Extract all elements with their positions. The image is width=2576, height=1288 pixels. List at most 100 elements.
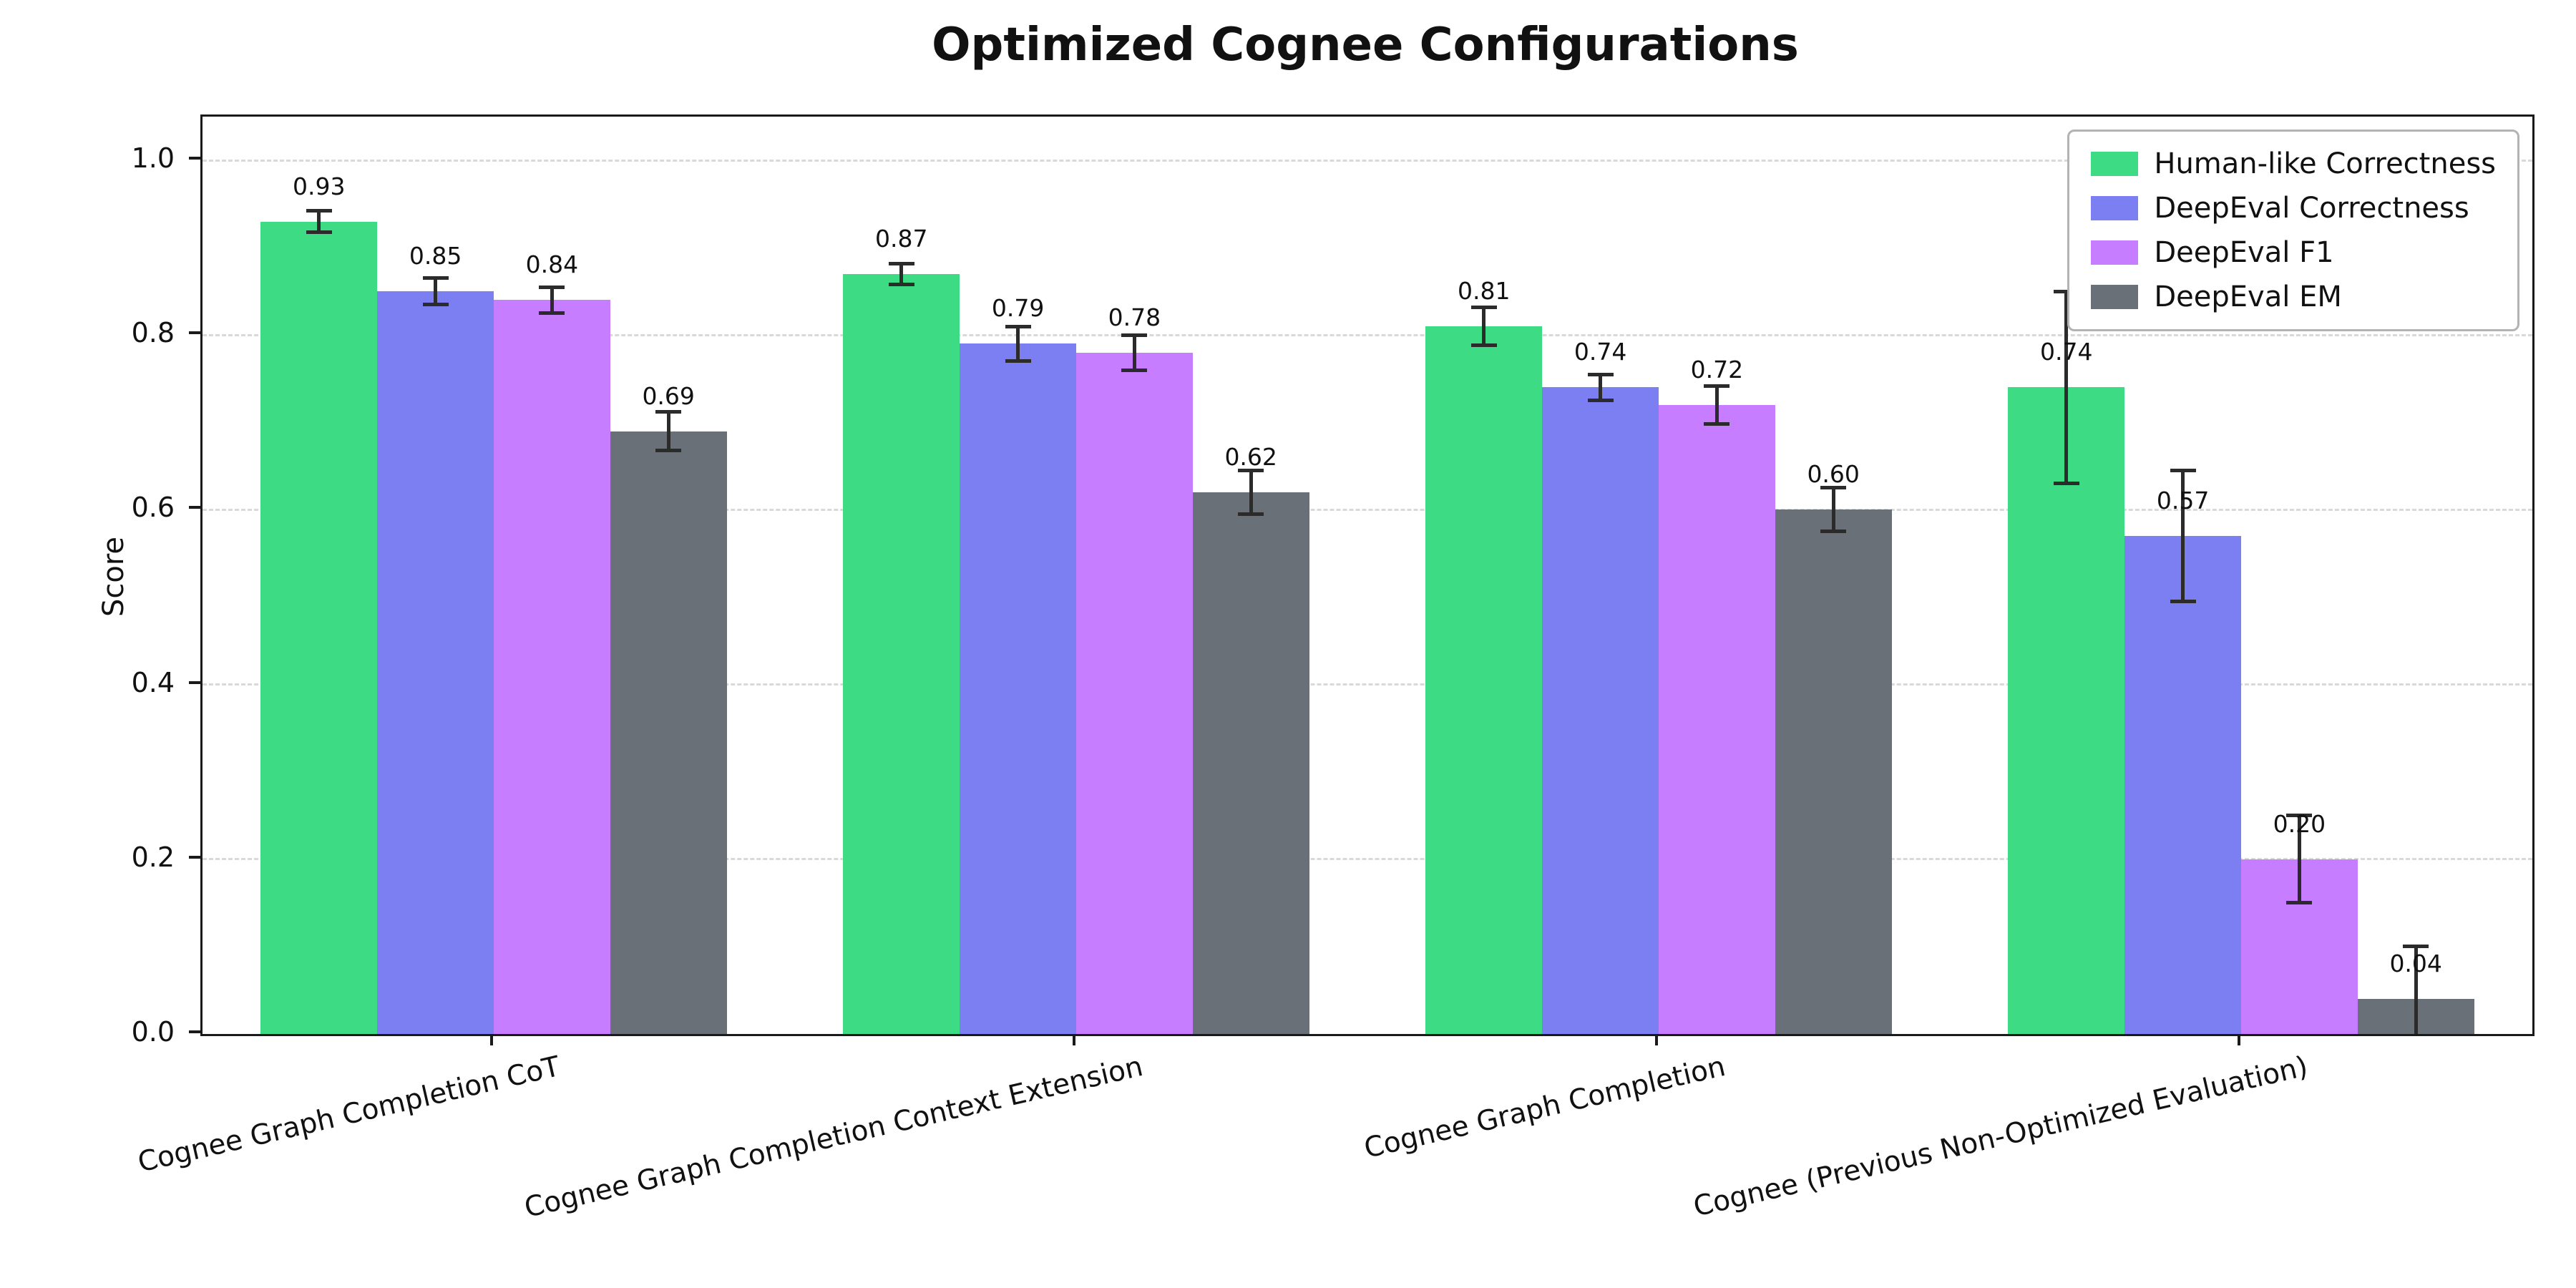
error-bar-cap (539, 285, 565, 289)
bar-value-label: 0.78 (1108, 303, 1161, 331)
legend: Human-like Correctness DeepEval Correctne… (2067, 130, 2519, 331)
error-bar-line (1016, 326, 1020, 361)
legend-label: Human-like Correctness (2154, 147, 2496, 180)
legend-label: DeepEval EM (2154, 280, 2342, 313)
y-tick-label: 0.8 (131, 317, 175, 349)
x-tick-mark (490, 1034, 493, 1045)
bar-value-label: 0.72 (1690, 355, 1744, 384)
x-tick-label-text: Cognee Graph Completion (1360, 1050, 1729, 1166)
error-bar-line (1132, 335, 1136, 371)
error-bar-cap (422, 303, 449, 306)
error-bar-cap (655, 448, 682, 452)
bar-value-label: 0.93 (293, 172, 346, 200)
error-bar-cap (2170, 600, 2196, 604)
bar (377, 291, 494, 1034)
legend-label: DeepEval Correctness (2154, 192, 2469, 225)
y-tick-mark (189, 1030, 200, 1033)
bar (2008, 387, 2125, 1034)
error-bar-cap (2170, 468, 2196, 472)
gridline (203, 858, 2532, 861)
error-bar-cap (1587, 399, 1614, 403)
error-bar-cap (1820, 530, 1847, 534)
bar (1659, 404, 1775, 1034)
error-bar-cap (2053, 289, 2079, 293)
bar (260, 221, 378, 1034)
error-bar-cap (655, 410, 682, 414)
bar-value-label: 0.60 (1807, 460, 1860, 489)
error-bar-line (899, 263, 904, 285)
error-bar-line (434, 278, 438, 305)
error-bar-line (2297, 815, 2301, 903)
error-bar-line (2414, 946, 2418, 1034)
x-tick-label-text: Cognee Graph Completion Context Extensio… (521, 1050, 1146, 1225)
error-bar-line (317, 210, 321, 233)
bar-value-label: 0.20 (2273, 809, 2326, 838)
bar-value-label: 0.85 (409, 242, 462, 270)
bar (2124, 536, 2241, 1034)
legend-swatch (2091, 152, 2139, 176)
error-bar-line (1249, 470, 1253, 514)
error-bar-cap (2403, 945, 2429, 949)
y-tick-mark (189, 331, 200, 335)
plot-area: Human-like Correctness DeepEval Correctne… (200, 114, 2534, 1036)
legend-swatch (2091, 196, 2139, 220)
legend-item: DeepEval Correctness (2091, 192, 2496, 225)
error-bar-line (2181, 470, 2185, 602)
bar-value-label: 0.84 (525, 250, 579, 279)
bar-value-label: 0.69 (642, 381, 695, 410)
bar-value-label: 0.04 (2389, 950, 2442, 978)
x-tick-label-text: Cognee (Previous Non-Optimized Evaluatio… (1690, 1050, 2311, 1224)
error-bar-cap (2286, 901, 2313, 905)
bar (610, 431, 727, 1034)
error-bar-cap (1470, 343, 1497, 348)
y-tick-mark (189, 157, 200, 160)
error-bar-cap (1121, 333, 1148, 337)
bar (1076, 352, 1193, 1034)
y-tick-label: 1.0 (131, 142, 175, 175)
error-bar-cap (1005, 359, 1031, 364)
error-bar-line (1599, 374, 1603, 401)
x-tick-mark (1655, 1034, 1658, 1045)
bar-value-label: 0.74 (1574, 338, 1627, 366)
error-bar-cap (1704, 422, 1730, 426)
y-tick-label: 0.2 (131, 841, 175, 873)
error-bar-cap (1587, 372, 1614, 376)
error-bar-cap (1238, 512, 1264, 517)
error-bar-line (2064, 291, 2069, 484)
error-bar-cap (2286, 814, 2313, 818)
y-tick-label: 0.0 (131, 1016, 175, 1048)
legend-item: DeepEval F1 (2091, 236, 2496, 269)
error-bar-cap (1238, 468, 1264, 472)
legend-label: DeepEval F1 (2154, 236, 2334, 269)
legend-swatch (2091, 285, 2139, 309)
y-tick-label: 0.6 (131, 492, 175, 524)
legend-item: Human-like Correctness (2091, 147, 2496, 180)
bar-value-label: 0.79 (991, 294, 1045, 323)
gridline (203, 508, 2532, 511)
bar (960, 343, 1076, 1034)
y-tick-mark (189, 855, 200, 859)
error-bar-cap (1704, 384, 1730, 388)
bar-value-label: 0.57 (2156, 487, 2210, 515)
chart-title: Optimized Cognee Configurations (932, 19, 1799, 72)
gridline (203, 683, 2532, 686)
bar (1775, 509, 1892, 1034)
error-bar-cap (1005, 324, 1031, 328)
y-tick-label: 0.4 (131, 666, 175, 698)
error-bar-cap (1121, 368, 1148, 372)
bar (843, 273, 960, 1034)
bar-value-label: 0.81 (1458, 277, 1511, 306)
gridline (203, 159, 2532, 162)
gridline (203, 333, 2532, 336)
bar (1542, 387, 1659, 1034)
error-bar-line (666, 411, 670, 451)
bar (1192, 492, 1309, 1034)
error-bar-cap (2053, 482, 2079, 486)
y-tick-mark (189, 680, 200, 684)
error-bar-cap (422, 276, 449, 280)
legend-item: DeepEval EM (2091, 280, 2496, 313)
error-bar-line (1482, 307, 1486, 346)
y-tick-mark (189, 506, 200, 509)
error-bar-cap (1820, 486, 1847, 490)
